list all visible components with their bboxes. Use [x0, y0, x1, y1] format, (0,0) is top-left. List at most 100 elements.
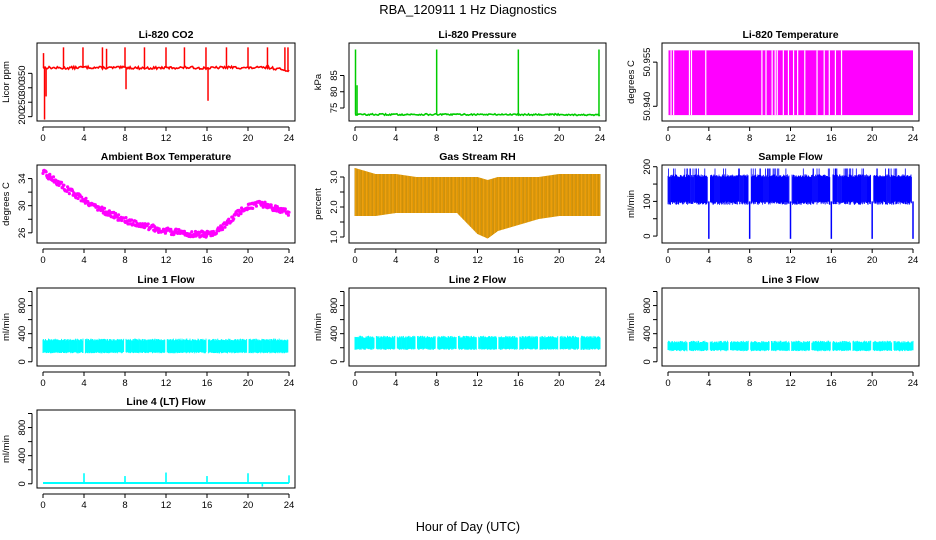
y-tick-label: 400 [17, 326, 28, 342]
x-tick-label: 12 [161, 500, 172, 511]
panel-line4: Line 4 (LT) Flow 0 4 8 12 16 20 24 0 400 800 ml/min [1, 396, 296, 511]
x-tick-label: 16 [826, 255, 837, 266]
ambient-point [227, 217, 231, 221]
x-tick-label: 24 [284, 133, 295, 144]
x-tick-label: 0 [352, 255, 357, 266]
y-tick-label: 350 [17, 65, 28, 81]
series-temperature [668, 50, 913, 116]
ambient-point [170, 230, 174, 234]
x-tick-label: 0 [665, 378, 670, 389]
ambient-point [169, 227, 173, 231]
y-tick-label: 2.0 [329, 200, 340, 213]
x-tick-label: 4 [706, 133, 711, 144]
y-tick-label: 400 [329, 326, 340, 342]
panel-line2: Line 2 Flow 0 4 8 12 16 20 24 0 400 800 ml/min [313, 274, 607, 389]
y-tick-label: 800 [329, 298, 340, 314]
x-tick-label: 8 [434, 133, 439, 144]
x-tick-label: 8 [434, 255, 439, 266]
series-line2 [354, 335, 601, 350]
series-rh [354, 168, 601, 239]
x-tick-label: 8 [122, 255, 127, 266]
y-axis-title: degrees C [1, 182, 12, 226]
ambient-point [232, 217, 236, 221]
panel-line1: Line 1 Flow 0 4 8 12 16 20 24 0 400 800 ml/min [1, 274, 296, 389]
x-tick-label: 12 [472, 378, 483, 389]
x-tick-label: 16 [826, 378, 837, 389]
y-tick-label: 3.0 [329, 170, 340, 183]
panel-title: Ambient Box Temperature [101, 151, 232, 163]
x-tick-label: 20 [867, 133, 878, 144]
x-tick-label: 12 [161, 255, 172, 266]
y-axis-title: kPa [313, 73, 324, 90]
x-tick-label: 4 [706, 255, 711, 266]
x-tick-label: 20 [243, 500, 254, 511]
x-tick-label: 4 [706, 378, 711, 389]
x-tick-label: 8 [122, 133, 127, 144]
plot-frame [348, 164, 607, 244]
x-tick-label: 24 [908, 378, 919, 389]
panel-title: Line 4 (LT) Flow [126, 396, 206, 408]
y-tick-label: 200 [642, 159, 653, 175]
x-tick-label: 4 [81, 133, 86, 144]
y-tick-label: 0 [642, 233, 653, 238]
series-line4 [43, 472, 290, 487]
x-tick-label: 8 [747, 255, 752, 266]
y-tick-label: 50.955 [642, 48, 653, 77]
ambient-point [120, 218, 124, 223]
x-tick-label: 20 [867, 255, 878, 266]
y-tick-label: 0 [329, 359, 340, 364]
x-tick-label: 12 [785, 378, 796, 389]
ambient-point [223, 225, 227, 229]
ambient-point [102, 206, 107, 210]
ambient-point [115, 215, 119, 219]
y-tick-label: 0 [17, 481, 28, 486]
ambient-point [287, 210, 291, 214]
x-tick-label: 24 [908, 255, 919, 266]
x-tick-label: 16 [513, 255, 524, 266]
x-tick-label: 16 [513, 378, 524, 389]
x-tick-label: 24 [284, 255, 295, 266]
x-tick-label: 4 [393, 133, 398, 144]
panel-title: Li-820 Pressure [438, 29, 516, 41]
panel-temperature: Li-820 Temperature 0 4 8 12 16 20 24 50.940 50.95… [626, 29, 920, 144]
y-tick-label: 0 [17, 359, 28, 364]
panel-title: Line 1 Flow [137, 274, 195, 286]
x-tick-label: 0 [665, 133, 670, 144]
plot-frame [661, 42, 920, 122]
ambient-point [254, 204, 258, 208]
x-tick-label: 0 [352, 378, 357, 389]
x-tick-label: 12 [161, 133, 172, 144]
y-axis-title: ml/min [626, 190, 637, 218]
ambient-point [214, 231, 218, 235]
ambient-point [76, 196, 80, 201]
y-tick-label: 85 [329, 70, 340, 81]
series-sample_flow [667, 168, 914, 239]
panel-title: Li-820 CO2 [139, 29, 194, 41]
plot-frame [36, 164, 296, 244]
ambient-point [86, 200, 90, 204]
y-axis-title: ml/min [1, 435, 12, 463]
y-tick-label: 1.0 [329, 230, 340, 243]
panel-rh: Gas Stream RH 0 4 8 12 16 20 24 1.0 2.0 3.0 percent [313, 151, 607, 266]
ambient-point [67, 192, 71, 196]
ambient-point [263, 200, 267, 204]
ambient-point [59, 180, 64, 184]
x-tick-label: 24 [908, 133, 919, 144]
x-tick-label: 8 [122, 500, 127, 511]
ambient-point [112, 216, 116, 220]
x-tick-label: 4 [393, 255, 398, 266]
plot-frame [348, 287, 607, 367]
panel-title: Sample Flow [758, 151, 823, 163]
ambient-point [100, 205, 104, 209]
y-tick-label: 800 [642, 298, 653, 314]
x-tick-label: 20 [554, 133, 565, 144]
y-axis-title: ml/min [626, 313, 637, 341]
y-axis-title: ml/min [313, 313, 324, 341]
y-tick-label: 400 [642, 326, 653, 342]
temperature-band [668, 50, 913, 116]
ambient-point [44, 170, 48, 174]
ambient-point [62, 183, 66, 187]
x-tick-label: 20 [867, 378, 878, 389]
y-tick-label: 34 [17, 173, 28, 184]
